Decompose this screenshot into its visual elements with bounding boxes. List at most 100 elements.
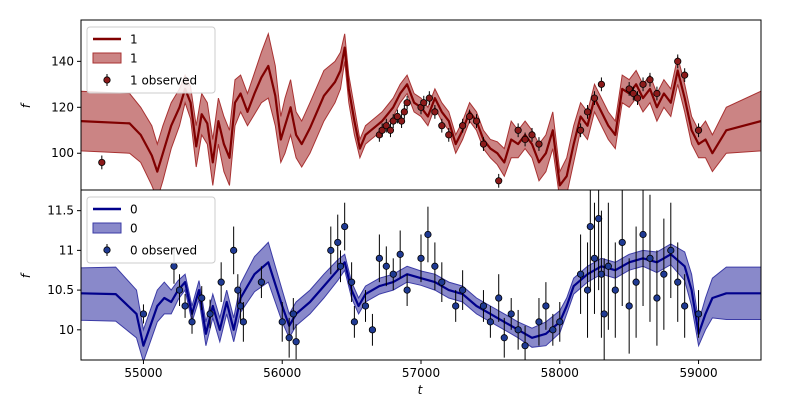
bottom-legend-line-label: 0	[130, 203, 138, 217]
x-tick-label: 56000	[263, 366, 301, 380]
bottom-observed-point	[396, 250, 404, 258]
bottom-observed-point	[175, 286, 184, 294]
top-observed-point	[459, 122, 467, 130]
bottom-observed-point	[170, 262, 178, 270]
top-observed-point	[98, 158, 106, 167]
bottom-observed-point	[576, 270, 585, 278]
bottom-observed-point	[495, 294, 503, 302]
top-observed-point	[681, 71, 689, 79]
bottom-observed-point	[139, 310, 148, 318]
bottom-observed-point	[350, 318, 358, 326]
bottom-legend-band-label: 0	[130, 222, 138, 236]
bottom-observed-point	[639, 230, 647, 239]
bottom-observed-point	[535, 318, 543, 326]
bottom-observed-point	[188, 318, 196, 326]
bottom-observed-point	[257, 278, 266, 286]
top-observed-point	[646, 76, 654, 84]
bottom-y-tick-label: 11	[59, 243, 74, 257]
top-observed-point	[438, 122, 446, 130]
bottom-observed-point	[507, 310, 515, 318]
bottom-observed-point	[206, 310, 214, 318]
bottom-observed-point	[234, 286, 242, 294]
bottom-observed-point	[618, 238, 626, 247]
top-observed-point	[629, 89, 637, 98]
top-legend-points-label: 1 observed	[130, 74, 197, 88]
top-observed-point	[389, 117, 397, 125]
bottom-observed-point	[417, 254, 425, 262]
top-observed-point	[528, 131, 536, 139]
top-observed-point	[639, 80, 647, 88]
bottom-observed-point	[521, 342, 529, 350]
bottom-observed-point	[667, 246, 675, 254]
bottom-observed-point	[334, 238, 342, 247]
bottom-observed-point	[542, 302, 550, 310]
top-observed-point	[495, 177, 503, 185]
bottom-observed-point	[646, 254, 654, 262]
bottom-observed-point	[389, 270, 397, 278]
top-observed-point	[403, 99, 411, 107]
bottom-observed-point	[595, 214, 603, 223]
bottom-observed-point	[586, 222, 594, 231]
bottom-legend: 0 0 0 observed	[86, 196, 216, 264]
bottom-panel: 10 10.5 11 11.5 55000 56000 57000 58000 59000 f…	[19, 189, 762, 397]
top-legend: 1 1 1 observed	[86, 26, 216, 94]
bottom-observed-point	[239, 318, 247, 326]
x-tick-label: 55000	[124, 366, 162, 380]
bottom-observed-point	[660, 270, 668, 278]
bottom-observed-point	[348, 278, 356, 286]
top-y-axis-label: f	[19, 102, 33, 108]
bottom-observed-point	[452, 302, 460, 310]
bottom-observed-point	[583, 286, 592, 294]
top-legend-box	[86, 26, 216, 94]
top-observed-point	[393, 112, 402, 121]
top-observed-point	[382, 122, 390, 130]
bottom-observed-point	[382, 262, 390, 270]
bottom-observed-point	[375, 254, 383, 262]
top-observed-point	[420, 99, 428, 107]
top-observed-point	[465, 112, 474, 121]
bottom-observed-point	[289, 310, 297, 318]
bottom-observed-point	[292, 338, 300, 346]
top-observed-point	[400, 108, 408, 116]
bottom-observed-point	[486, 318, 494, 326]
top-y-tick-label: 120	[51, 100, 74, 114]
bottom-observed-point	[674, 278, 682, 286]
x-tick-label: 57000	[402, 366, 440, 380]
bottom-observed-point	[368, 326, 377, 334]
bottom-observed-point	[341, 222, 349, 231]
top-observed-point	[521, 135, 529, 144]
top-observed-point	[535, 140, 543, 148]
bottom-observed-point	[424, 230, 432, 239]
bottom-observed-point	[611, 286, 619, 294]
top-observed-point	[378, 126, 386, 134]
bottom-observed-point	[681, 302, 689, 310]
bottom-observed-point	[198, 294, 206, 302]
bottom-observed-point	[694, 310, 703, 318]
bottom-observed-point	[431, 262, 439, 270]
bottom-observed-point	[236, 302, 245, 310]
x-tick-label: 59000	[679, 366, 717, 380]
top-observed-point	[625, 85, 633, 93]
top-observed-point	[479, 140, 488, 148]
bottom-observed-point	[217, 278, 225, 286]
bottom-observed-point	[556, 318, 564, 326]
bottom-legend-point-swatch	[103, 246, 111, 254]
top-observed-point	[694, 126, 703, 134]
bottom-legend-box	[86, 196, 216, 264]
bottom-observed-point	[590, 254, 599, 262]
bottom-legend-points-label: 0 observed	[130, 244, 197, 258]
bottom-observed-point	[361, 302, 370, 310]
top-observed-point	[583, 108, 592, 116]
top-legend-line-label: 1	[130, 33, 138, 47]
top-observed-point	[674, 57, 682, 65]
bottom-observed-point	[600, 310, 608, 318]
bottom-observed-point	[597, 270, 606, 278]
bottom-y-tick-label: 10.5	[47, 283, 74, 297]
top-y-tick-label: 100	[51, 146, 74, 160]
top-observed-point	[576, 126, 585, 134]
top-observed-point	[425, 94, 433, 102]
bottom-legend-band-swatch	[92, 222, 122, 234]
bottom-observed-point	[403, 286, 411, 294]
bottom-observed-point	[285, 334, 293, 342]
